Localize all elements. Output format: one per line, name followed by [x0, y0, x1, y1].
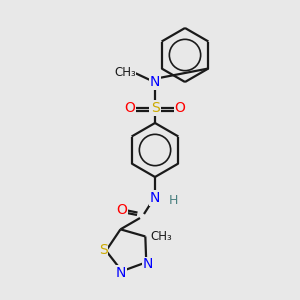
Text: S: S — [151, 101, 159, 115]
Text: CH₃: CH₃ — [151, 230, 172, 243]
Text: N: N — [150, 75, 160, 89]
Text: O: O — [175, 101, 185, 115]
Text: H: H — [168, 194, 178, 206]
Text: N: N — [150, 191, 160, 205]
Text: O: O — [117, 203, 128, 217]
Text: S: S — [99, 243, 107, 257]
Text: O: O — [124, 101, 135, 115]
Text: N: N — [116, 266, 126, 280]
Text: N: N — [143, 257, 153, 271]
Text: CH₃: CH₃ — [114, 65, 136, 79]
